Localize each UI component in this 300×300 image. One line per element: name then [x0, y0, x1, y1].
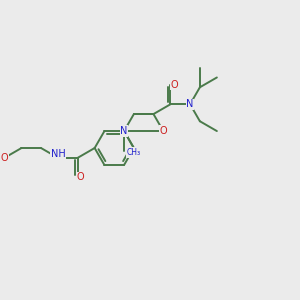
Text: CH₃: CH₃ [127, 148, 141, 157]
Text: O: O [1, 153, 8, 163]
Text: O: O [160, 126, 167, 136]
Text: O: O [77, 172, 84, 182]
Text: NH: NH [51, 149, 65, 159]
Text: N: N [120, 126, 128, 136]
Text: N: N [186, 99, 194, 109]
Text: O: O [171, 80, 178, 90]
